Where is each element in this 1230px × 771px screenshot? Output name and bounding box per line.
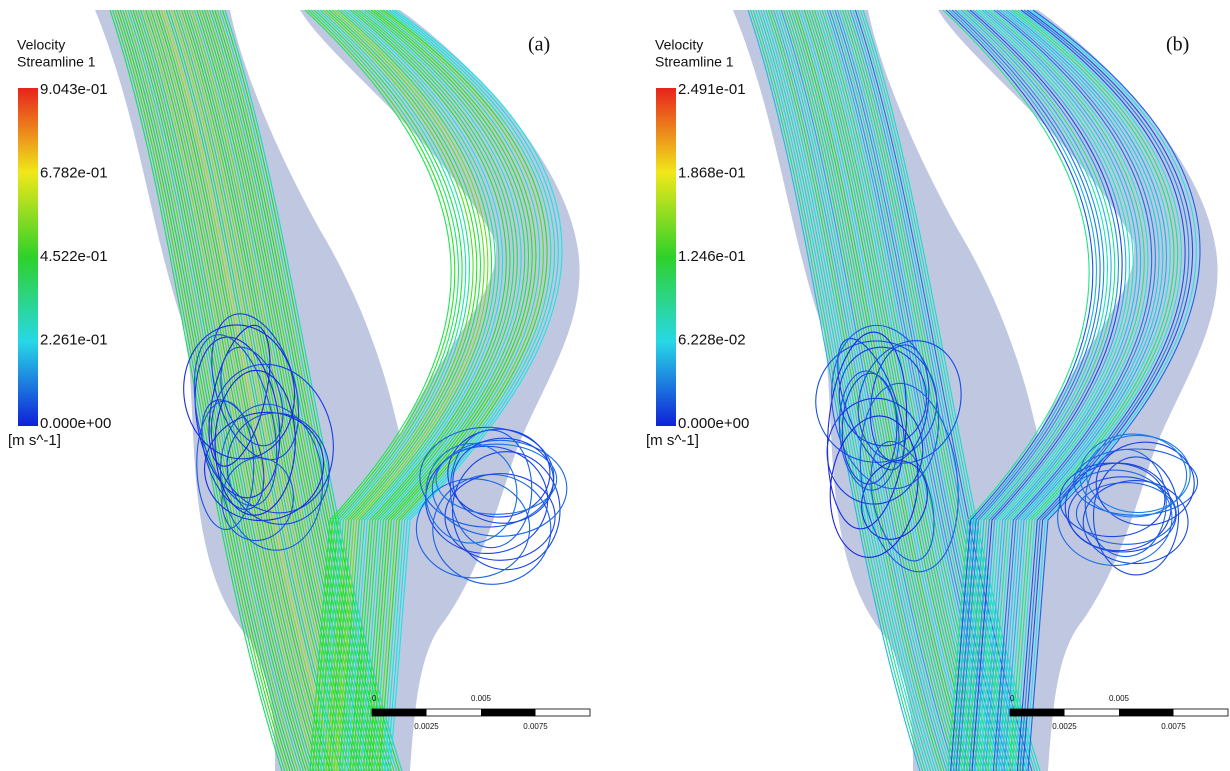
scale-bar-segment <box>372 709 427 716</box>
colorbar-tick-label: 0.000e+00 <box>40 415 111 432</box>
colorbar <box>18 88 38 426</box>
scale-label: 0.005 <box>471 694 492 703</box>
legend-subtitle: Streamline 1 <box>17 54 96 70</box>
panel: VelocityStreamline 1 9.043e-01 6.782e-01 4.… <box>8 10 590 771</box>
colorbar-tick-label: 6.228e-02 <box>678 331 746 348</box>
scale-bar-segment <box>1010 709 1065 716</box>
legend-title: Velocity <box>17 37 65 53</box>
colorbar-tick-label: 2.261e-01 <box>40 331 108 348</box>
scale-bar-segment <box>481 709 536 716</box>
colorbar-tick-label: 2.491e-01 <box>678 81 746 98</box>
legend-subtitle: Streamline 1 <box>655 54 734 70</box>
scale-label: 0 <box>1010 694 1015 703</box>
panel-label: (b) <box>1166 34 1189 56</box>
scale-label: 0.0075 <box>523 722 548 731</box>
scale-label: 0.0075 <box>1161 722 1186 731</box>
colorbar-tick-label: 4.522e-01 <box>40 248 108 265</box>
scale-label: 0.0025 <box>414 722 439 731</box>
colorbar <box>656 88 676 426</box>
scale-bar-segment <box>1119 709 1174 716</box>
scale-label: 0.0025 <box>1052 722 1077 731</box>
legend-title: Velocity <box>655 37 703 53</box>
colorbar-unit: [m s^-1] <box>8 432 61 449</box>
colorbar-tick-label: 9.043e-01 <box>40 81 108 98</box>
colorbar-unit: [m s^-1] <box>646 432 699 449</box>
scale-label: 0.005 <box>1109 694 1130 703</box>
colorbar-tick-label: 1.868e-01 <box>678 164 746 181</box>
scale-label: 0 <box>372 694 377 703</box>
panel-label: (a) <box>528 34 550 56</box>
page: VelocityStreamline 19.043e-016.782e-014.… <box>0 0 1230 771</box>
colorbar-tick-label: 0.000e+00 <box>678 415 749 432</box>
colorbar-tick-label: 6.782e-01 <box>40 164 108 181</box>
colorbar-tick-label: 1.246e-01 <box>678 248 746 265</box>
figure: VelocityStreamline 19.043e-016.782e-014.… <box>0 0 1230 771</box>
